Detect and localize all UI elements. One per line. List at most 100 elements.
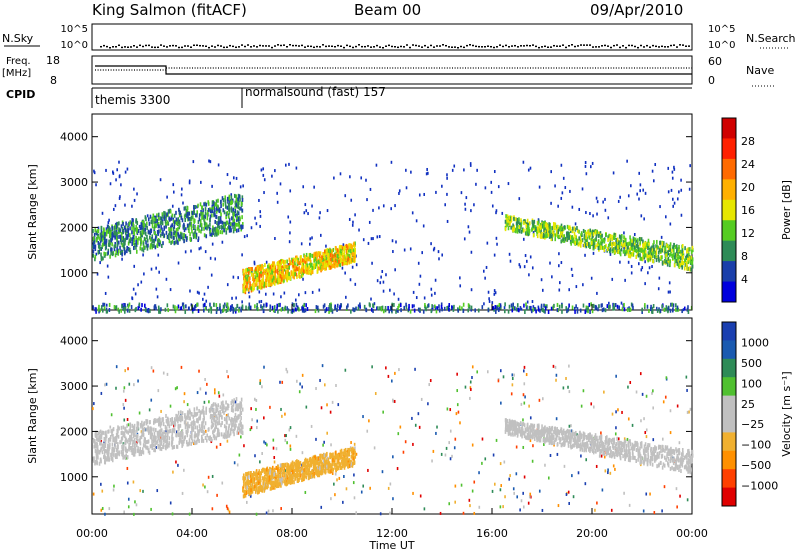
noise-cell <box>250 226 253 230</box>
data-cell <box>643 255 646 260</box>
noise-cell <box>568 424 571 428</box>
nsky-point <box>628 44 630 47</box>
data-cell <box>147 309 150 314</box>
data-cell <box>677 263 680 268</box>
data-cell <box>666 244 669 249</box>
data-cell <box>150 220 153 225</box>
data-cell <box>651 309 654 314</box>
noise-cell <box>197 238 199 242</box>
nsky-point <box>406 44 408 46</box>
noise-cell <box>207 285 209 289</box>
data-cell <box>532 307 534 312</box>
data-cell <box>260 283 263 288</box>
data-cell <box>183 228 186 233</box>
data-cell <box>142 219 145 224</box>
data-cell <box>243 280 246 285</box>
data-cell <box>451 305 453 310</box>
noise-cell <box>299 382 301 386</box>
noise-cell <box>522 237 525 241</box>
data-cell <box>626 246 629 251</box>
data-cell <box>691 257 694 262</box>
data-cell <box>213 201 215 206</box>
noise-cell <box>133 187 135 191</box>
noise-cell <box>342 243 345 247</box>
data-cell <box>146 308 148 313</box>
data-cell <box>639 256 642 261</box>
data-cell <box>265 302 268 307</box>
noise-cell <box>602 200 604 204</box>
noise-cell <box>394 371 396 375</box>
nsearch-tick-low: 10^0 <box>708 40 735 51</box>
data-cell <box>674 244 677 249</box>
data-cell <box>206 216 209 221</box>
data-cell <box>126 308 129 313</box>
noise-cell <box>322 443 324 447</box>
data-cell <box>118 309 120 314</box>
noise-cell <box>529 166 532 170</box>
noise-cell <box>92 407 94 411</box>
data-cell <box>599 234 602 239</box>
noise-cell <box>486 241 489 245</box>
data-cell <box>614 303 617 308</box>
nsky-point <box>166 46 168 48</box>
nsky-point <box>340 45 342 47</box>
data-cell <box>258 275 261 280</box>
noise-cell <box>301 385 303 389</box>
noise-cell <box>93 402 95 406</box>
data-cell <box>103 251 105 256</box>
data-cell <box>159 216 162 221</box>
data-cell <box>108 307 111 312</box>
nave-tick-high: 60 <box>708 55 722 68</box>
data-cell <box>196 406 198 411</box>
data-cell <box>158 216 160 221</box>
data-cell <box>294 258 297 263</box>
data-cell <box>141 229 143 234</box>
data-cell <box>664 250 666 255</box>
data-cell <box>230 228 232 233</box>
noise-cell <box>350 198 353 202</box>
data-cell <box>544 223 547 228</box>
data-cell <box>616 237 619 242</box>
data-cell <box>269 281 272 286</box>
data-cell <box>283 267 286 272</box>
cpid-label: CPID <box>6 88 35 101</box>
data-cell <box>140 307 142 312</box>
data-cell <box>533 306 536 311</box>
data-cell <box>324 263 327 268</box>
data-cell <box>190 210 193 215</box>
nsky-point <box>163 45 165 47</box>
data-cell <box>556 224 558 229</box>
data-cell <box>208 207 211 212</box>
noise-cell <box>526 300 529 304</box>
data-cell <box>652 244 655 249</box>
data-cell <box>669 247 671 252</box>
data-cell <box>200 428 203 433</box>
noise-cell <box>344 271 346 275</box>
noise-cell <box>432 248 435 252</box>
freq-tick-high: 18 <box>46 54 60 67</box>
data-cell <box>179 434 181 439</box>
data-cell <box>642 243 644 248</box>
data-cell <box>221 230 224 235</box>
data-cell <box>115 236 118 241</box>
noise-cell <box>216 493 218 497</box>
noise-cell <box>156 489 159 493</box>
data-cell <box>543 309 545 314</box>
data-cell <box>218 217 220 222</box>
nsky-point <box>343 46 345 49</box>
data-cell <box>638 236 641 241</box>
noise-cell <box>196 391 199 395</box>
data-cell <box>290 270 293 275</box>
data-cell <box>645 245 647 250</box>
data-cell <box>515 221 518 226</box>
data-cell <box>441 307 443 312</box>
nsky-point <box>328 45 330 47</box>
data-cell <box>543 228 545 233</box>
data-cell <box>235 307 237 312</box>
data-cell <box>169 217 171 222</box>
nsky-point <box>547 46 549 48</box>
noise-cell <box>155 287 158 291</box>
noise-cell <box>325 244 327 248</box>
noise-cell <box>225 413 228 417</box>
noise-cell <box>600 454 603 458</box>
